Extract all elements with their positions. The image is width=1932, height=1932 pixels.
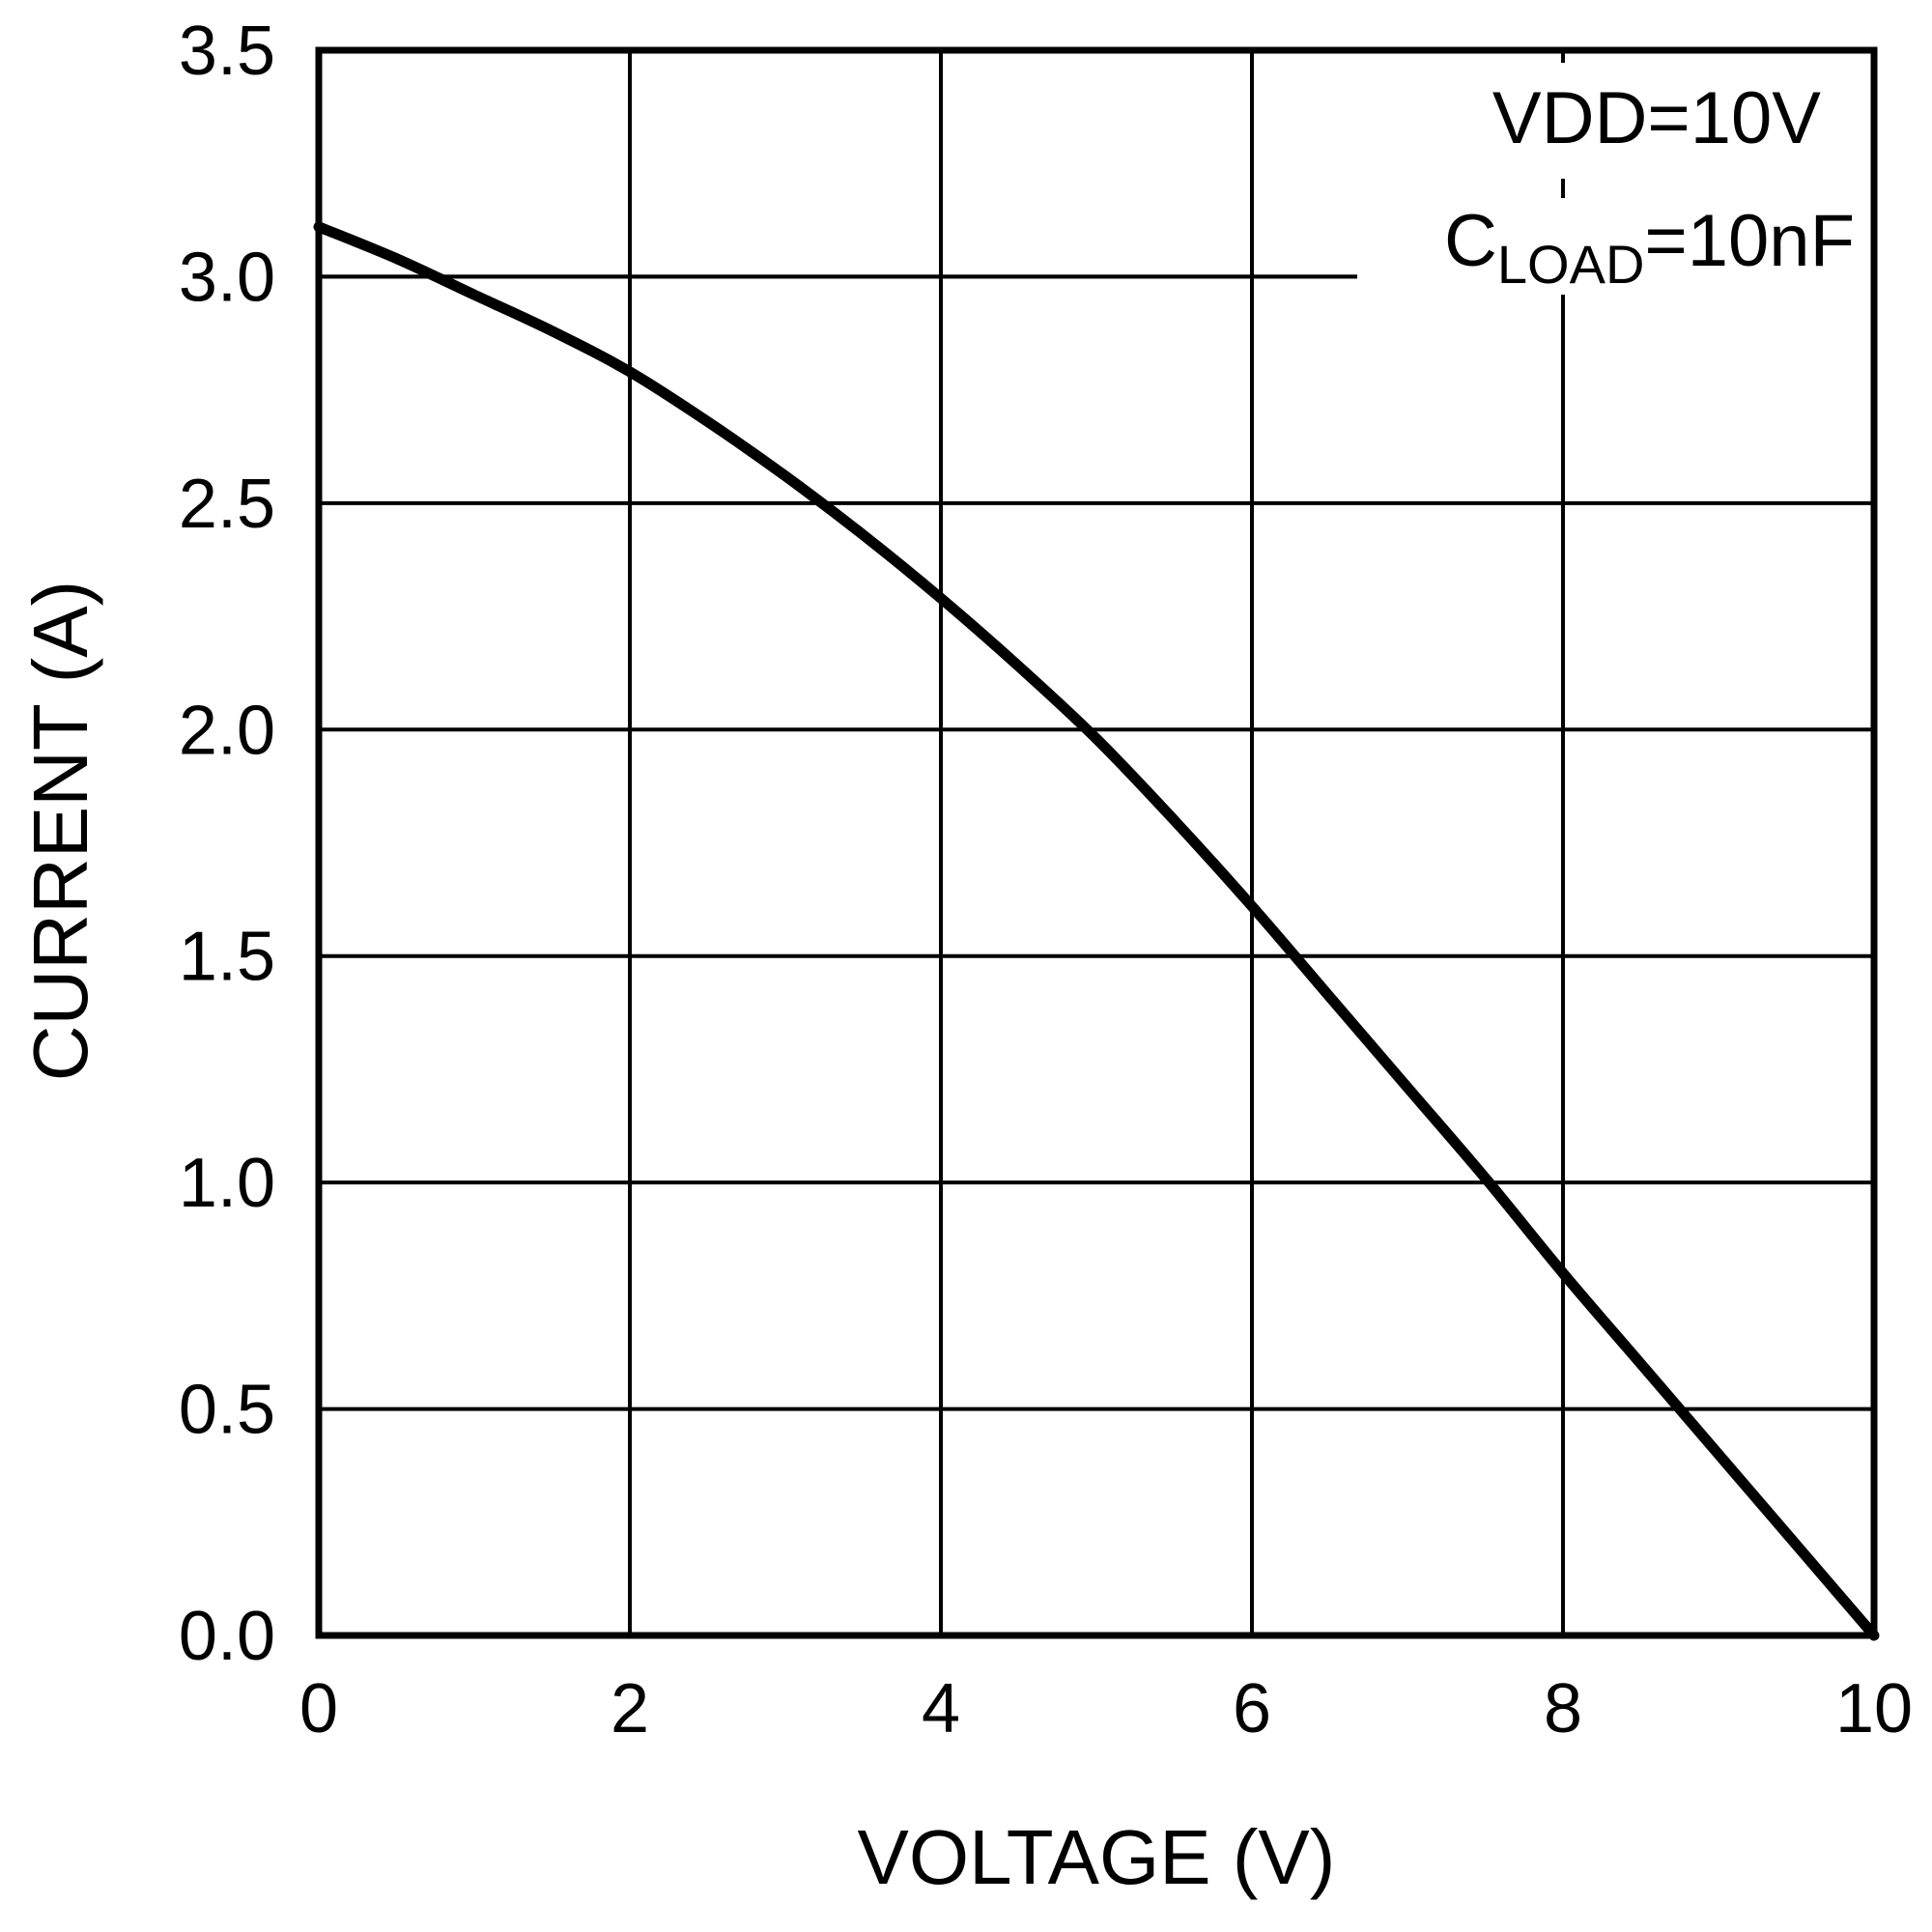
y-tick-label: 2.0 — [179, 692, 275, 769]
cload-symbol: C — [1444, 200, 1497, 282]
grid — [319, 50, 1874, 1635]
y-tick-label: 1.0 — [179, 1145, 275, 1222]
plot-frame — [315, 46, 1878, 1639]
x-tick-label: 0 — [299, 1670, 338, 1747]
y-tick-label: 0.0 — [179, 1598, 275, 1675]
cload-subscript: LOAD — [1497, 234, 1645, 295]
y-tick-label: 3.0 — [179, 239, 275, 316]
cload-value: =10nF — [1644, 200, 1855, 282]
annotation-background — [1357, 63, 1874, 295]
x-axis-title: VOLTAGE (V) — [858, 1814, 1336, 1900]
y-axis-title: CURRENT (A) — [17, 581, 103, 1082]
x-tick-label: 2 — [611, 1670, 649, 1747]
x-tick-labels: 0 2 4 6 8 10 — [299, 1670, 1913, 1747]
x-tick-label: 8 — [1544, 1670, 1582, 1747]
cload-annotation: CLOAD=10nF — [1444, 200, 1855, 295]
y-tick-label: 1.5 — [179, 919, 275, 996]
x-tick-label: 10 — [1835, 1670, 1913, 1747]
y-tick-label: 0.5 — [179, 1372, 275, 1449]
series-layer — [313, 221, 1880, 1641]
y-tick-label: 2.5 — [179, 466, 275, 543]
y-tick-label: 3.5 — [179, 13, 275, 90]
series-line — [313, 221, 1880, 1641]
y-tick-labels: 0.0 0.5 1.0 1.5 2.0 2.5 3.0 3.5 — [179, 13, 275, 1675]
x-tick-label: 4 — [922, 1670, 960, 1747]
vdd-annotation: VDD=10V — [1492, 77, 1821, 159]
plot-border — [315, 46, 1878, 1639]
x-tick-label: 6 — [1233, 1670, 1271, 1747]
